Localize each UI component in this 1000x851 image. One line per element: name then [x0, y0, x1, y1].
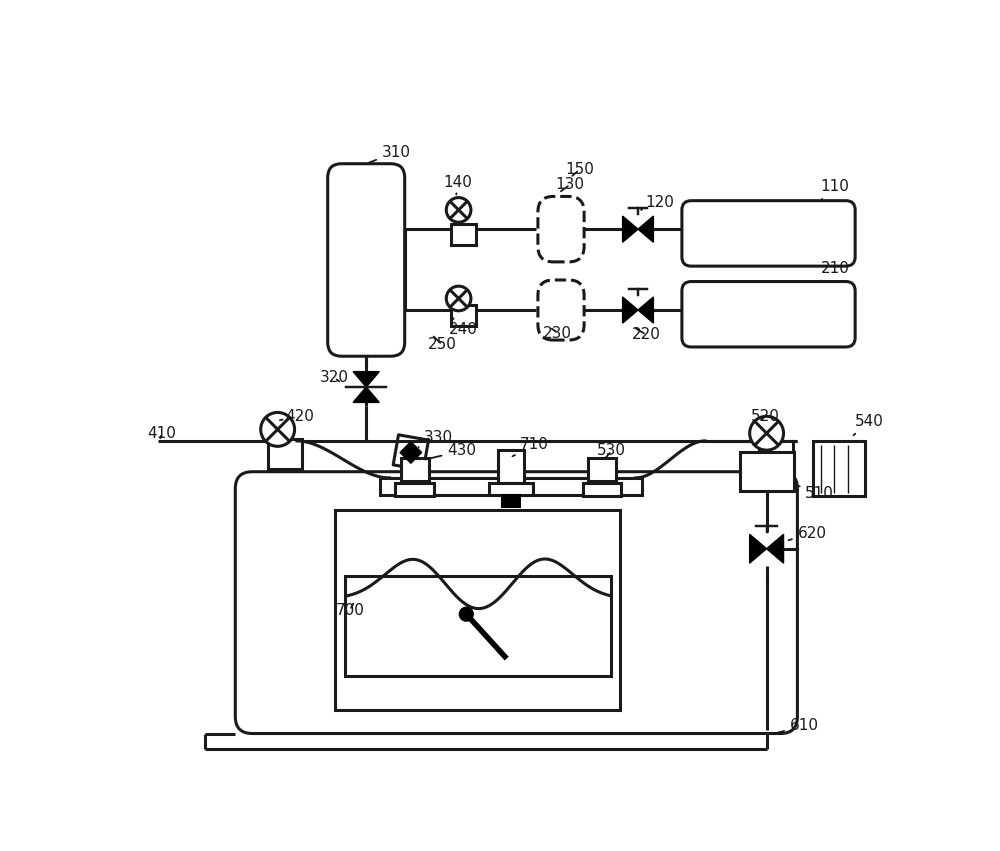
- Text: 520: 520: [751, 408, 780, 424]
- Text: 210: 210: [820, 261, 849, 282]
- Text: 620: 620: [789, 526, 826, 541]
- Text: 220: 220: [632, 327, 661, 342]
- FancyBboxPatch shape: [740, 453, 794, 491]
- FancyBboxPatch shape: [451, 224, 476, 245]
- FancyBboxPatch shape: [451, 305, 476, 326]
- FancyBboxPatch shape: [235, 471, 797, 734]
- Text: 330: 330: [419, 430, 453, 447]
- Polygon shape: [638, 216, 653, 243]
- Text: 700: 700: [335, 603, 364, 618]
- Text: 530: 530: [597, 443, 626, 459]
- Text: 710: 710: [512, 437, 549, 456]
- FancyBboxPatch shape: [489, 483, 533, 494]
- Polygon shape: [353, 372, 379, 387]
- Polygon shape: [400, 442, 422, 463]
- Polygon shape: [767, 534, 784, 563]
- Text: 420: 420: [280, 408, 314, 424]
- Text: 240: 240: [449, 317, 478, 337]
- Circle shape: [446, 197, 471, 222]
- Text: 140: 140: [443, 175, 472, 195]
- FancyBboxPatch shape: [538, 280, 584, 340]
- FancyBboxPatch shape: [588, 458, 616, 481]
- FancyBboxPatch shape: [335, 511, 620, 711]
- Text: 150: 150: [565, 163, 594, 177]
- Circle shape: [446, 286, 471, 311]
- Text: 410: 410: [147, 426, 176, 441]
- Text: 110: 110: [820, 180, 849, 201]
- Text: 510: 510: [797, 486, 834, 500]
- Text: 230: 230: [543, 326, 572, 340]
- Polygon shape: [638, 297, 653, 323]
- Text: 540: 540: [853, 414, 884, 435]
- Polygon shape: [623, 297, 638, 323]
- Polygon shape: [750, 534, 767, 563]
- Text: 250: 250: [428, 336, 457, 352]
- Text: 430: 430: [425, 443, 476, 460]
- Text: 320: 320: [320, 370, 349, 386]
- FancyBboxPatch shape: [682, 282, 855, 347]
- Text: 610: 610: [777, 718, 819, 734]
- FancyBboxPatch shape: [759, 441, 793, 471]
- Polygon shape: [623, 216, 638, 243]
- Text: 310: 310: [369, 145, 411, 163]
- FancyBboxPatch shape: [268, 438, 302, 470]
- FancyBboxPatch shape: [502, 494, 519, 505]
- FancyBboxPatch shape: [380, 478, 642, 494]
- Circle shape: [459, 608, 473, 621]
- FancyBboxPatch shape: [682, 201, 855, 266]
- FancyBboxPatch shape: [401, 458, 429, 481]
- FancyBboxPatch shape: [345, 575, 611, 676]
- FancyBboxPatch shape: [538, 197, 584, 262]
- FancyBboxPatch shape: [813, 441, 865, 496]
- Text: 130: 130: [556, 177, 585, 192]
- FancyBboxPatch shape: [498, 450, 524, 483]
- Polygon shape: [353, 387, 379, 403]
- FancyBboxPatch shape: [328, 163, 405, 357]
- FancyBboxPatch shape: [395, 483, 434, 496]
- Text: 120: 120: [641, 195, 674, 210]
- FancyBboxPatch shape: [583, 483, 621, 496]
- Circle shape: [750, 416, 784, 450]
- Circle shape: [261, 413, 295, 446]
